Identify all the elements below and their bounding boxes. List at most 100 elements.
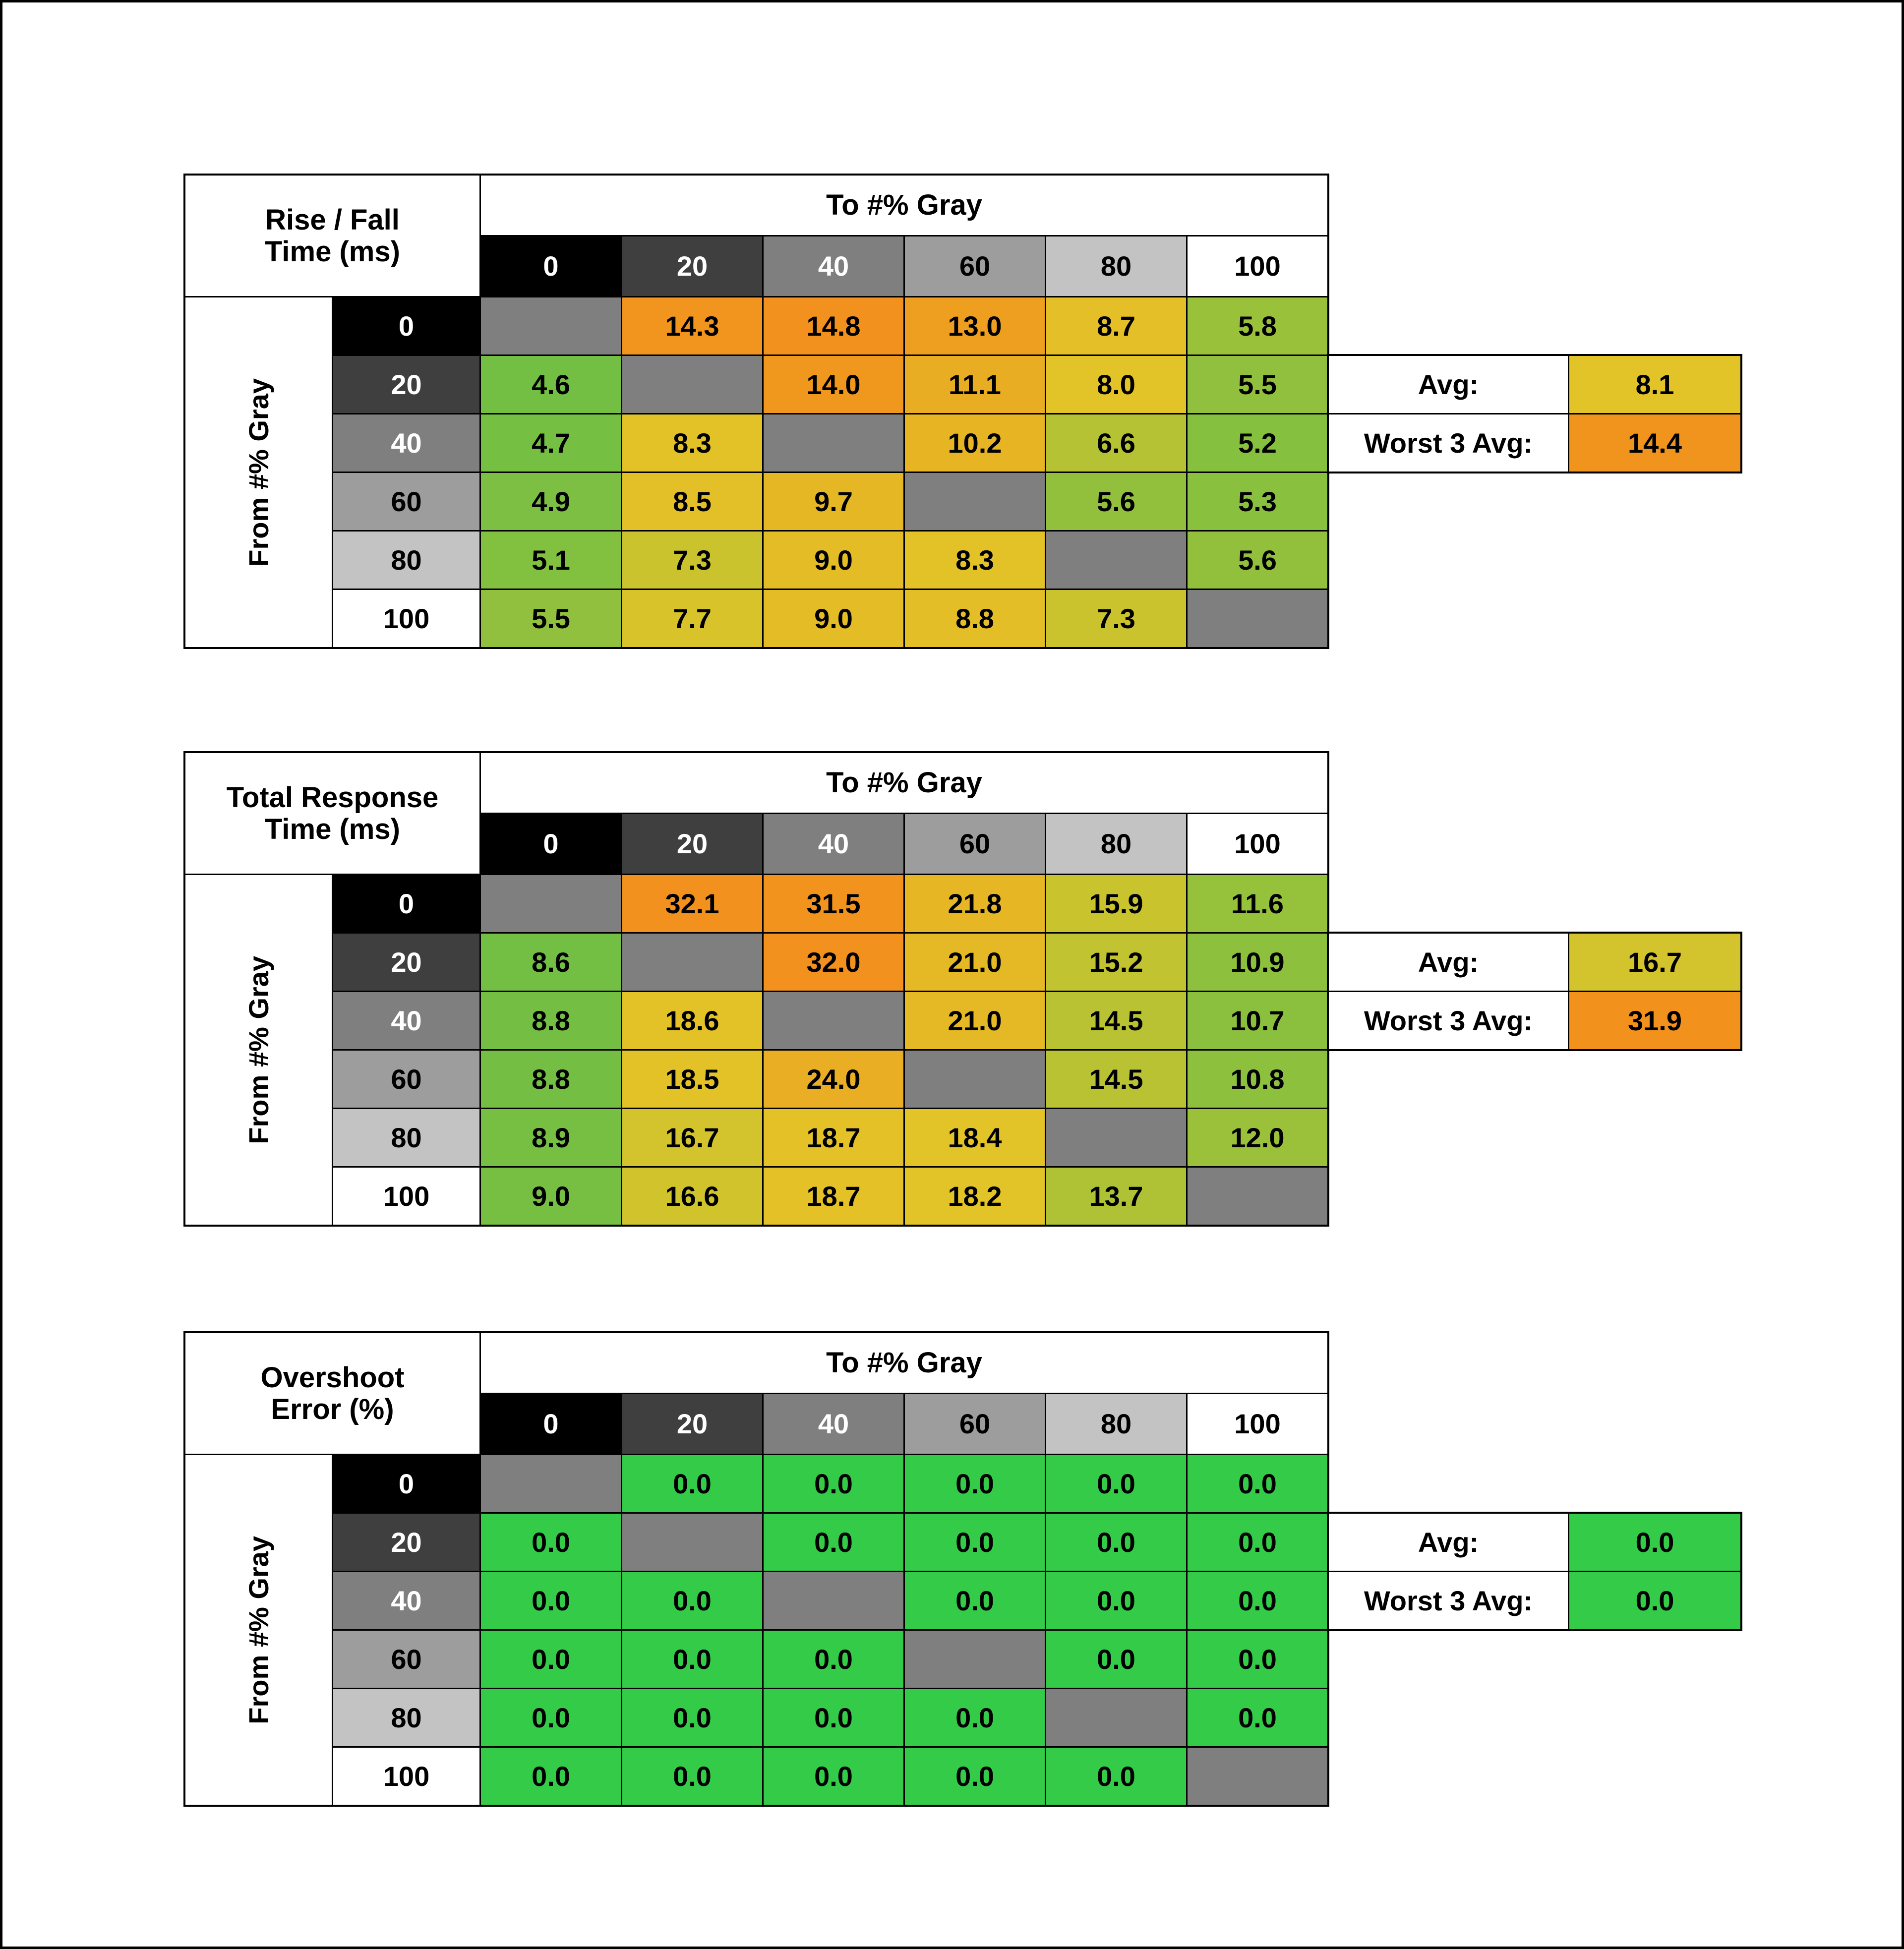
- row-header-80: 80: [333, 1689, 479, 1746]
- cell-from40-to40: [764, 1572, 903, 1629]
- row-header-80: 80: [333, 1109, 479, 1166]
- cell-from20-to60: 21.0: [905, 934, 1045, 991]
- col-header-60: 60: [905, 1394, 1045, 1454]
- cell-from0-to20: 14.3: [622, 297, 762, 354]
- cell-from80-to60: 8.3: [905, 532, 1045, 589]
- avg-value: 8.1: [1569, 356, 1740, 413]
- cell-from100-to80: 13.7: [1046, 1168, 1186, 1225]
- col-header-20: 20: [622, 814, 762, 874]
- cell-from0-to100: 11.6: [1188, 875, 1327, 932]
- cell-from20-to100: 5.5: [1188, 356, 1327, 413]
- row-header-20: 20: [333, 934, 479, 991]
- cell-from60-to0: 8.8: [481, 1051, 621, 1108]
- cell-from40-to20: 0.0: [622, 1572, 762, 1629]
- rise-fall-table: Rise / Fall Time (ms) To #% Gray From #%…: [183, 174, 1742, 649]
- cell-from20-to20: [622, 1514, 762, 1571]
- cell-from60-to0: 4.9: [481, 473, 621, 530]
- cell-from100-to100: [1188, 1168, 1327, 1225]
- col-header-20: 20: [622, 1394, 762, 1454]
- col-header-100: 100: [1188, 1394, 1327, 1454]
- worst3-avg-value: 0.0: [1569, 1572, 1740, 1629]
- cell-from0-to40: 31.5: [764, 875, 903, 932]
- avg-label: Avg:: [1329, 1514, 1568, 1571]
- cell-from60-to0: 0.0: [481, 1631, 621, 1688]
- cell-from80-to100: 0.0: [1188, 1689, 1327, 1746]
- col-header-40: 40: [764, 1394, 903, 1454]
- col-header-0: 0: [481, 814, 621, 874]
- row-header-0: 0: [333, 1455, 479, 1512]
- cell-from80-to0: 5.1: [481, 532, 621, 589]
- from-gray-header: From #% Gray: [185, 1455, 332, 1805]
- cell-from40-to0: 8.8: [481, 992, 621, 1049]
- worst3-avg-label: Worst 3 Avg:: [1329, 992, 1568, 1049]
- worst3-avg-label: Worst 3 Avg:: [1329, 414, 1568, 472]
- cell-from40-to60: 10.2: [905, 414, 1045, 472]
- col-header-40: 40: [764, 236, 903, 296]
- cell-from0-to60: 21.8: [905, 875, 1045, 932]
- total-response-table: Total Response Time (ms) To #% Gray From…: [183, 751, 1742, 1227]
- worst3-avg-value: 31.9: [1569, 992, 1740, 1049]
- cell-from40-to60: 21.0: [905, 992, 1045, 1049]
- cell-from20-to40: 14.0: [764, 356, 903, 413]
- cell-from80-to40: 18.7: [764, 1109, 903, 1166]
- cell-from0-to80: 0.0: [1046, 1455, 1186, 1512]
- cell-from40-to80: 0.0: [1046, 1572, 1186, 1629]
- cell-from60-to60: [905, 1051, 1045, 1108]
- cell-from0-to40: 0.0: [764, 1455, 903, 1512]
- cell-from40-to100: 0.0: [1188, 1572, 1327, 1629]
- overshoot-heatmap-grid: Overshoot Error (%) To #% Gray From #% G…: [183, 1331, 1329, 1807]
- row-header-40: 40: [333, 414, 479, 472]
- cell-from60-to80: 5.6: [1046, 473, 1186, 530]
- cell-from60-to20: 8.5: [622, 473, 762, 530]
- to-gray-header: To #% Gray: [481, 753, 1327, 813]
- cell-from20-to60: 11.1: [905, 356, 1045, 413]
- cell-from80-to40: 9.0: [764, 532, 903, 589]
- cell-from40-to80: 14.5: [1046, 992, 1186, 1049]
- cell-from20-to20: [622, 356, 762, 413]
- col-header-80: 80: [1046, 236, 1186, 296]
- cell-from100-to100: [1188, 590, 1327, 647]
- cell-from20-to100: 0.0: [1188, 1514, 1327, 1571]
- cell-from60-to80: 14.5: [1046, 1051, 1186, 1108]
- cell-from40-to60: 0.0: [905, 1572, 1045, 1629]
- cell-from100-to60: 0.0: [905, 1748, 1045, 1805]
- cell-from40-to0: 0.0: [481, 1572, 621, 1629]
- cell-from20-to20: [622, 934, 762, 991]
- cell-from100-to100: [1188, 1748, 1327, 1805]
- from-gray-header: From #% Gray: [185, 297, 332, 647]
- summary-block: Avg: 8.1 Worst 3 Avg: 14.4: [1327, 354, 1742, 473]
- cell-from0-to40: 14.8: [764, 297, 903, 354]
- cell-from40-to100: 10.7: [1188, 992, 1327, 1049]
- avg-label: Avg:: [1329, 934, 1568, 991]
- cell-from100-to20: 7.7: [622, 590, 762, 647]
- worst3-avg-label: Worst 3 Avg:: [1329, 1572, 1568, 1629]
- cell-from0-to80: 15.9: [1046, 875, 1186, 932]
- table-title-line2: Time (ms): [265, 235, 400, 268]
- col-header-0: 0: [481, 1394, 621, 1454]
- summary-block: Avg: 0.0 Worst 3 Avg: 0.0: [1327, 1512, 1742, 1631]
- row-header-0: 0: [333, 297, 479, 354]
- cell-from0-to100: 0.0: [1188, 1455, 1327, 1512]
- cell-from0-to100: 5.8: [1188, 297, 1327, 354]
- cell-from80-to80: [1046, 1689, 1186, 1746]
- cell-from100-to80: 7.3: [1046, 590, 1186, 647]
- avg-value: 0.0: [1569, 1514, 1740, 1571]
- cell-from60-to20: 0.0: [622, 1631, 762, 1688]
- rise-fall-heatmap-grid: Rise / Fall Time (ms) To #% Gray From #%…: [183, 174, 1329, 649]
- cell-from60-to20: 18.5: [622, 1051, 762, 1108]
- row-header-20: 20: [333, 1514, 479, 1571]
- row-header-100: 100: [333, 1748, 479, 1805]
- to-gray-header: To #% Gray: [481, 176, 1327, 235]
- cell-from80-to60: 0.0: [905, 1689, 1045, 1746]
- cell-from60-to80: 0.0: [1046, 1631, 1186, 1688]
- col-header-0: 0: [481, 236, 621, 296]
- cell-from0-to80: 8.7: [1046, 297, 1186, 354]
- overshoot-table: Overshoot Error (%) To #% Gray From #% G…: [183, 1331, 1742, 1807]
- col-header-100: 100: [1188, 814, 1327, 874]
- cell-from100-to40: 9.0: [764, 590, 903, 647]
- cell-from20-to40: 0.0: [764, 1514, 903, 1571]
- cell-from40-to80: 6.6: [1046, 414, 1186, 472]
- cell-from100-to0: 9.0: [481, 1168, 621, 1225]
- cell-from80-to100: 12.0: [1188, 1109, 1327, 1166]
